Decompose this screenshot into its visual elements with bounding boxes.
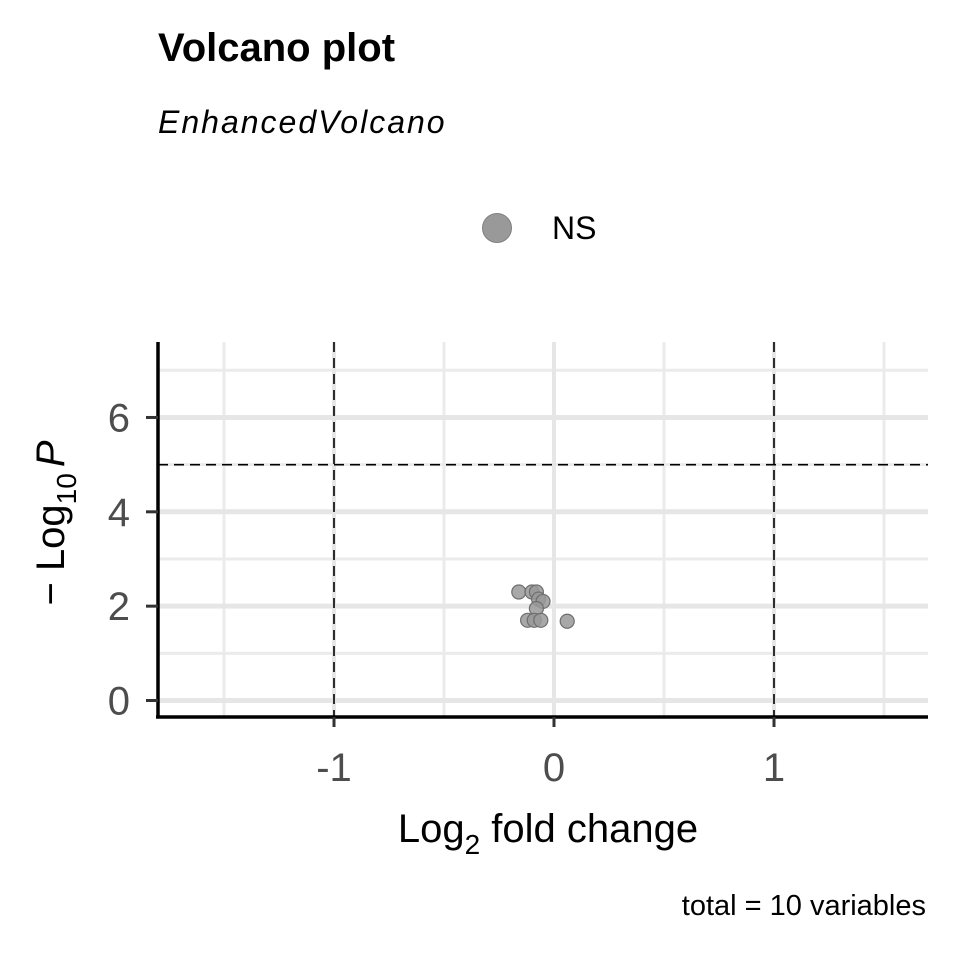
legend-key-ns <box>482 213 512 243</box>
x-axis-title-sub: 2 <box>465 829 481 860</box>
legend: NS <box>482 206 596 250</box>
cutoff-lines <box>158 342 928 717</box>
data-point-0-9 <box>559 613 575 629</box>
y-axis-title: − Log10 P <box>29 440 82 605</box>
chart-subtitle: EnhancedVolcano <box>158 104 447 140</box>
data-points <box>511 584 575 629</box>
chart-caption: total = 10 variables <box>681 890 926 922</box>
y-axis-title-sub: 10 <box>51 473 82 504</box>
y-axis-title-p: P <box>29 440 73 467</box>
x-axis-title: Log2 fold change <box>398 807 698 860</box>
legend-label-ns: NS <box>552 209 597 246</box>
x-axis-title-rest: fold change <box>480 807 698 851</box>
y-tick-label-2: 4 <box>108 491 130 535</box>
y-tick-label-0: 0 <box>108 679 130 723</box>
chart-title: Volcano plot <box>158 26 396 70</box>
data-point-0-8 <box>533 612 549 628</box>
x-axis-title-base: Log <box>398 807 465 851</box>
grid-layer <box>158 342 928 717</box>
axes: -1 0 1 0 2 4 6 <box>108 342 928 790</box>
x-tick-label-0: -1 <box>316 746 352 790</box>
y-tick-label-3: 6 <box>108 396 130 440</box>
x-tick-label-1: 0 <box>543 746 565 790</box>
data-point-0-0 <box>511 584 527 600</box>
y-tick-label-1: 2 <box>108 585 130 629</box>
y-axis-title-prefix: − Log <box>29 504 73 605</box>
x-tick-label-2: 1 <box>763 746 785 790</box>
